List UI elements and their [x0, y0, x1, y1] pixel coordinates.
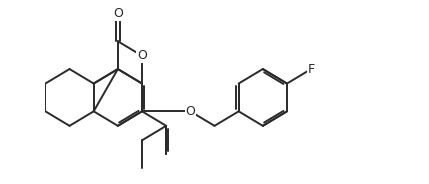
Text: O: O	[137, 49, 147, 62]
Text: F: F	[308, 63, 315, 76]
Text: O: O	[113, 7, 123, 20]
Text: O: O	[185, 105, 195, 118]
